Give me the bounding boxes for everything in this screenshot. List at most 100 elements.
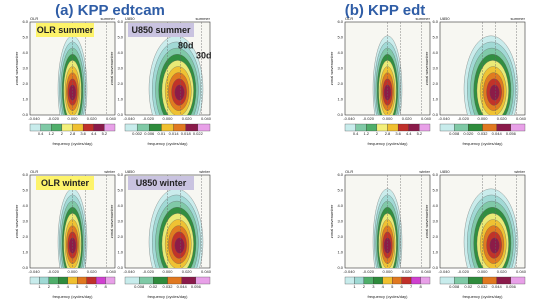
x-tick-label: 0.040 — [516, 269, 527, 274]
y-tick-label: 6.0 — [432, 19, 438, 24]
colorbar-cell — [173, 123, 186, 132]
y-tick-label: 2.0 — [432, 234, 438, 239]
y-tick-label: 3.0 — [337, 66, 343, 71]
colorbar-cell — [401, 276, 412, 285]
y-tick-label: 6.0 — [117, 172, 123, 177]
x-tick-label: 0.000 — [162, 116, 173, 121]
colorbar-cell — [468, 123, 483, 132]
colorbar-cell — [468, 276, 483, 285]
x-tick-label: -0.020 — [143, 116, 155, 121]
colorbar-cell — [392, 276, 402, 285]
colorbar-cell — [373, 276, 383, 285]
colorbar-label: 0.044 — [492, 131, 503, 136]
colorbar-cell — [496, 123, 511, 132]
y-axis-label: zonal wavenumber — [424, 204, 429, 238]
y-tick-label: 5.0 — [117, 35, 123, 40]
y-tick-label: 1.0 — [117, 250, 123, 255]
x-axis-label: frequency (cycles/day) — [462, 141, 503, 146]
x-tick-label: -0.020 — [143, 269, 155, 274]
corner-label: OLR — [345, 16, 353, 21]
x-tick-label: -0.020 — [48, 116, 60, 121]
colorbar-label: 0.014 — [169, 131, 180, 136]
colorbar-cell — [366, 123, 378, 132]
colorbar-label: 0.4 — [38, 131, 44, 136]
colorbar-label: 1.2 — [48, 131, 54, 136]
x-axis-label: frequency (cycles/day) — [367, 141, 408, 146]
contours — [372, 188, 403, 268]
corner-label: winter — [514, 169, 525, 174]
colorbar-label: 0.056 — [506, 284, 517, 289]
corner-label: U850 — [125, 169, 135, 174]
y-axis-label: zonal wavenumber — [329, 204, 334, 238]
colorbar-cell — [86, 276, 97, 285]
x-tick-label: 0.040 — [201, 269, 212, 274]
label-box — [36, 176, 94, 190]
colorbar-label: 0.008 — [449, 284, 460, 289]
colorbar-label: 4 — [382, 284, 385, 289]
y-tick-label: 2.0 — [117, 81, 123, 86]
colorbar-label: 2 — [48, 284, 51, 289]
y-tick-label: 4.0 — [22, 50, 28, 55]
colorbar-cell — [355, 123, 367, 132]
x-tick-label: 0.000 — [162, 269, 173, 274]
y-axis-label: zonal wavenumber — [329, 51, 334, 85]
x-tick-label: 0.040 — [201, 116, 212, 121]
x-tick-label: -0.040 — [28, 269, 40, 274]
x-tick-label: -0.020 — [363, 269, 375, 274]
x-tick-label: 0.000 — [382, 269, 393, 274]
y-tick-label: 0.0 — [117, 265, 123, 270]
colorbar-label: 0.018 — [181, 131, 192, 136]
y-axis-label: zonal wavenumber — [424, 51, 429, 85]
y-tick-label: 1.0 — [337, 97, 343, 102]
colorbar-cell — [482, 276, 497, 285]
panel: OLR winter 0.0 1.0 2.0 3.0 4.0 5.0 6.0 zonal wave… — [14, 169, 117, 299]
corner-label: winter — [104, 169, 115, 174]
y-tick-label: 5.0 — [22, 35, 28, 40]
y-tick-label: 1.0 — [432, 97, 438, 102]
y-tick-label: 3.0 — [337, 219, 343, 224]
colorbar-cell — [382, 276, 393, 285]
y-tick-label: 4.0 — [432, 50, 438, 55]
corner-label: U850 — [125, 16, 135, 21]
colorbar-label: 0.044 — [177, 284, 188, 289]
y-tick-label: 4.0 — [432, 203, 438, 208]
y-tick-label: 6.0 — [117, 19, 123, 24]
colorbar-label: 3 — [372, 284, 375, 289]
x-tick-label: 0.040 — [421, 269, 432, 274]
x-tick-label: 0.000 — [477, 269, 488, 274]
colorbar-label: 0.020 — [463, 131, 474, 136]
colorbar-label: 8 — [104, 284, 107, 289]
y-tick-label: 1.0 — [22, 250, 28, 255]
y-tick-label: 2.0 — [337, 81, 343, 86]
y-tick-label: 2.0 — [117, 234, 123, 239]
y-tick-label: 5.0 — [337, 188, 343, 193]
y-tick-label: 1.0 — [432, 250, 438, 255]
corner-label: summer — [511, 16, 526, 21]
colorbar-label: 6 — [86, 284, 89, 289]
y-tick-label: 2.0 — [337, 234, 343, 239]
colorbar-cell — [510, 123, 526, 132]
x-tick-label: -0.040 — [438, 116, 450, 121]
colorbar-cell — [51, 123, 63, 132]
colorbar-label: 0.008 — [134, 284, 145, 289]
colorbar-label: 6 — [401, 284, 404, 289]
y-tick-label: 1.0 — [337, 250, 343, 255]
colorbar-cell — [58, 276, 68, 285]
colorbar-label: 0.002 — [132, 131, 143, 136]
colorbar-cell — [105, 276, 116, 285]
contours — [463, 35, 519, 115]
y-axis-label: zonal wavenumber — [14, 204, 19, 238]
panel-label: U850 summer — [131, 25, 191, 35]
panel-label: OLR winter — [41, 178, 89, 188]
y-tick-label: 0.0 — [117, 112, 123, 117]
colorbar-cell — [482, 123, 497, 132]
y-tick-label: 3.0 — [117, 66, 123, 71]
colorbar-cell — [454, 276, 469, 285]
colorbar-label: 8 — [419, 284, 422, 289]
colorbar-cell — [344, 276, 355, 285]
contours — [57, 35, 88, 115]
y-tick-label: 5.0 — [22, 188, 28, 193]
colorbar-cell — [167, 276, 182, 285]
colorbar-label: 5.2 — [417, 131, 423, 136]
colorbar-label: 0.008 — [449, 131, 460, 136]
